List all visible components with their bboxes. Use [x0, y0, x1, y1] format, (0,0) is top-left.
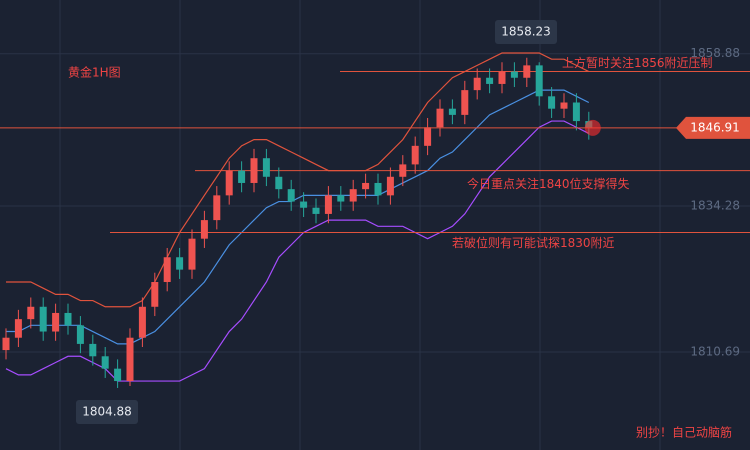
candle-body [138, 306, 146, 338]
candle-body [349, 189, 357, 202]
candle-body [262, 158, 270, 177]
candle-body [424, 127, 432, 146]
candle-body [163, 257, 171, 283]
candle-body [101, 356, 109, 369]
candle-body [548, 96, 556, 109]
candle-body [523, 65, 531, 78]
level-annotation: 今日重点关注1840位支撑得失 [467, 176, 630, 191]
level-annotation: 上方暂时关注1856附近压制 [562, 55, 713, 70]
candle-body [176, 257, 184, 270]
candle-body [275, 176, 283, 190]
low-callout: 1804.88 [82, 405, 132, 419]
high-callout: 1858.23 [501, 25, 551, 39]
candle-body [114, 368, 122, 382]
candle-body [213, 195, 221, 221]
candle-body [436, 108, 444, 128]
level-annotation: 若破位则有可能试探1830附近 [452, 235, 615, 250]
candle-body [486, 77, 494, 84]
candle-body [27, 306, 35, 320]
candle-body [52, 312, 60, 332]
candle-body [200, 220, 208, 239]
candle-body [238, 170, 246, 183]
candle-body [126, 337, 134, 382]
candle-body [473, 77, 481, 91]
candle-body [448, 108, 456, 115]
candle-body [89, 343, 97, 357]
candle-body [498, 71, 506, 84]
candle-body [300, 201, 308, 208]
candle-body [535, 65, 543, 97]
y-tick-label: 1834.28 [690, 198, 740, 212]
candle-body [572, 102, 580, 122]
candle-body [374, 182, 382, 196]
candle-body [287, 189, 295, 202]
candle-body [510, 71, 518, 78]
candle-body [411, 145, 419, 165]
footer-note: 别抄！自己动脑筋 [636, 425, 732, 440]
y-tick-label: 1810.69 [690, 345, 740, 359]
band-line [6, 89, 590, 345]
candle-body [386, 176, 394, 196]
y-tick-label: 1858.88 [690, 46, 740, 60]
low-callout-box [76, 400, 138, 424]
candle-body [324, 195, 332, 214]
candle-body [461, 90, 469, 115]
chart-title: 黄金1H图 [68, 65, 121, 80]
candle-body [337, 195, 345, 202]
price-tag-label: 1846.91 [690, 120, 740, 134]
price-glow [584, 119, 601, 136]
band-line [6, 52, 590, 308]
candle-body [2, 337, 10, 351]
price-tag [676, 116, 750, 139]
candle-body [225, 170, 233, 196]
candle-body [250, 158, 258, 183]
candle-body [312, 207, 320, 214]
candle-body [151, 282, 159, 307]
candle-body [560, 102, 568, 109]
candle-body [39, 306, 47, 332]
candle-body [188, 238, 196, 270]
candle-body [64, 312, 72, 326]
candle-body [399, 164, 407, 177]
candle-body [76, 325, 84, 344]
candle-body [362, 182, 370, 190]
candle-body [14, 319, 22, 338]
band-line [5, 120, 590, 382]
high-callout-box [495, 20, 557, 44]
